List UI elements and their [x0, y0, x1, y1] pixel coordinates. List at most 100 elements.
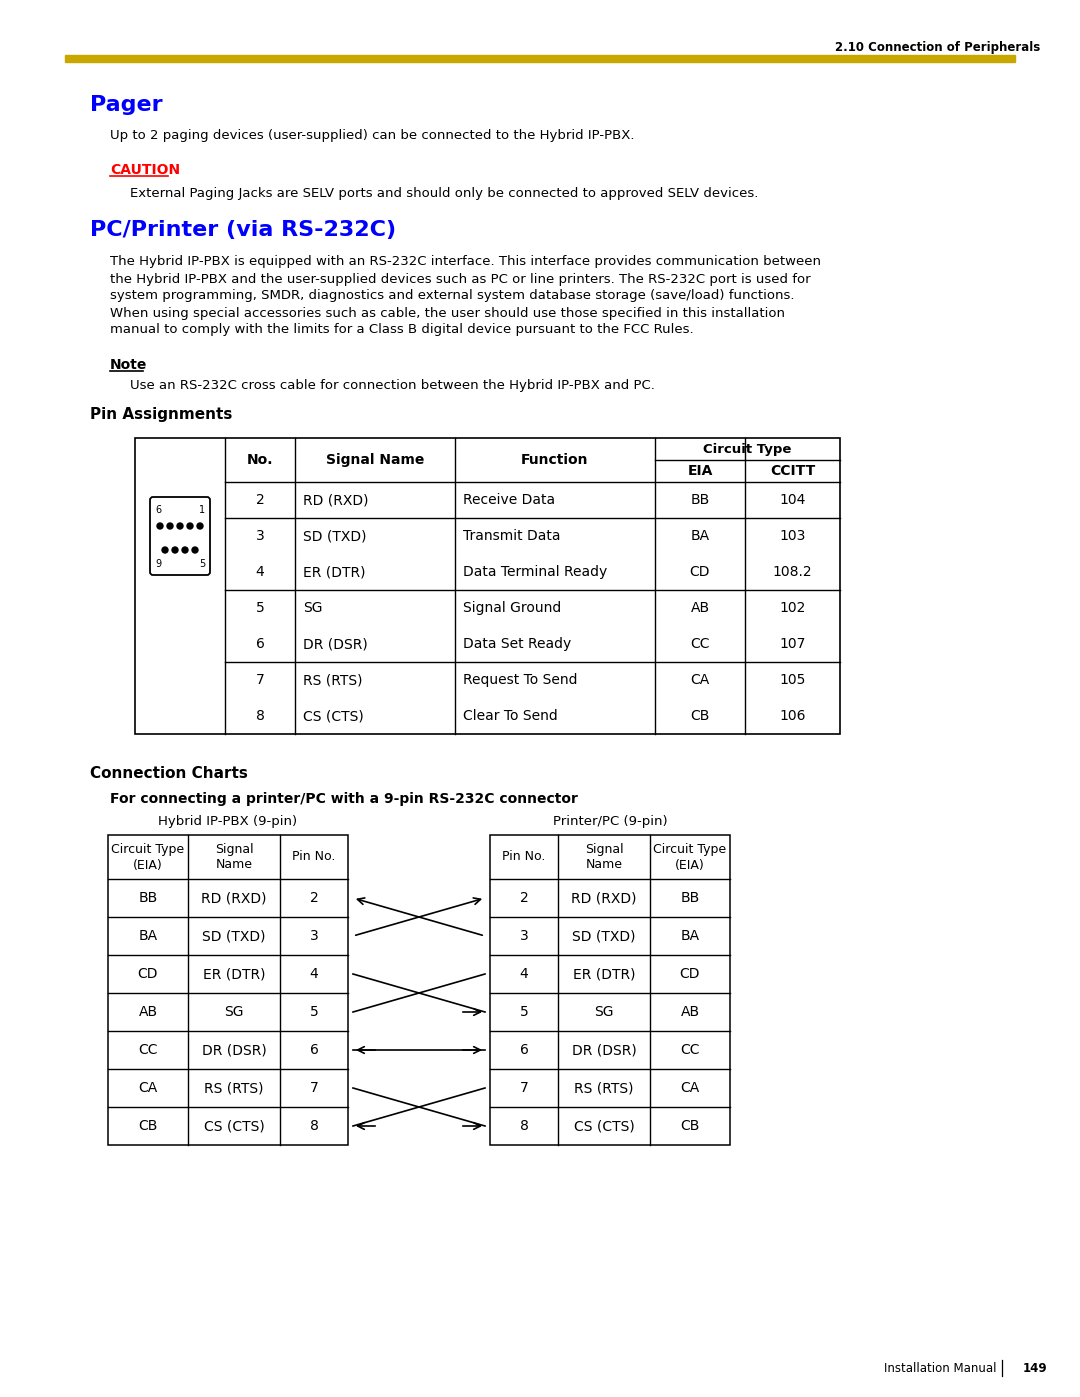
Text: BB: BB [690, 493, 710, 507]
Text: EIA: EIA [687, 464, 713, 478]
Text: the Hybrid IP-PBX and the user-supplied devices such as PC or line printers. The: the Hybrid IP-PBX and the user-supplied … [110, 272, 811, 285]
Text: SD (TXD): SD (TXD) [572, 929, 636, 943]
Text: CB: CB [138, 1119, 158, 1133]
Text: 6: 6 [256, 637, 265, 651]
Text: 8: 8 [256, 710, 265, 724]
Text: Data Terminal Ready: Data Terminal Ready [463, 564, 607, 578]
Text: RD (RXD): RD (RXD) [303, 493, 368, 507]
Text: BA: BA [138, 929, 158, 943]
Text: Installation Manual: Installation Manual [883, 1362, 996, 1375]
Text: 2.10 Connection of Peripherals: 2.10 Connection of Peripherals [835, 42, 1040, 54]
Text: CA: CA [690, 673, 710, 687]
Text: 3: 3 [310, 929, 319, 943]
Circle shape [162, 548, 168, 553]
Text: SD (TXD): SD (TXD) [303, 529, 366, 543]
Text: 3: 3 [256, 529, 265, 543]
Text: 2: 2 [310, 891, 319, 905]
Text: 3: 3 [519, 929, 528, 943]
Text: 4: 4 [310, 967, 319, 981]
Text: Pin No.: Pin No. [502, 851, 545, 863]
Text: CB: CB [690, 710, 710, 724]
Text: BB: BB [138, 891, 158, 905]
Text: ER (DTR): ER (DTR) [203, 967, 266, 981]
Text: 1: 1 [199, 504, 205, 515]
Text: Pin No.: Pin No. [293, 851, 336, 863]
Text: 102: 102 [780, 601, 806, 615]
Text: 4: 4 [256, 564, 265, 578]
Text: AB: AB [690, 601, 710, 615]
Text: 6: 6 [310, 1044, 319, 1058]
Text: 104: 104 [780, 493, 806, 507]
Text: Circuit Type
(EIA): Circuit Type (EIA) [111, 842, 185, 872]
Text: CCITT: CCITT [770, 464, 815, 478]
Text: 9: 9 [156, 559, 161, 569]
Bar [65, 54, 1015, 61]
Text: RS (RTS): RS (RTS) [303, 673, 363, 687]
Circle shape [157, 522, 163, 529]
Text: Request To Send: Request To Send [463, 673, 578, 687]
Text: The Hybrid IP-PBX is equipped with an RS-232C interface. This interface provides: The Hybrid IP-PBX is equipped with an RS… [110, 256, 821, 268]
Text: Circuit Type: Circuit Type [703, 443, 792, 455]
Text: 108.2: 108.2 [772, 564, 812, 578]
Text: 2: 2 [519, 891, 528, 905]
Text: CS (CTS): CS (CTS) [303, 710, 364, 724]
Text: CA: CA [680, 1081, 700, 1095]
Text: 5: 5 [519, 1004, 528, 1018]
Bar [135, 439, 840, 733]
Text: CD: CD [138, 967, 159, 981]
Text: 5: 5 [256, 601, 265, 615]
Text: PC/Printer (via RS-232C): PC/Printer (via RS-232C) [90, 219, 396, 240]
Text: RD (RXD): RD (RXD) [201, 891, 267, 905]
Text: 7: 7 [310, 1081, 319, 1095]
Text: Receive Data: Receive Data [463, 493, 555, 507]
Circle shape [172, 548, 178, 553]
Text: Data Set Ready: Data Set Ready [463, 637, 571, 651]
Text: AB: AB [138, 1004, 158, 1018]
Text: CD: CD [679, 967, 700, 981]
Text: BA: BA [680, 929, 700, 943]
Text: 7: 7 [519, 1081, 528, 1095]
Text: Signal Ground: Signal Ground [463, 601, 562, 615]
Text: 149: 149 [1023, 1362, 1048, 1375]
Text: ER (DTR): ER (DTR) [303, 564, 365, 578]
Text: 103: 103 [780, 529, 806, 543]
Text: 6: 6 [156, 504, 161, 515]
Text: CC: CC [680, 1044, 700, 1058]
Text: Circuit Type
(EIA): Circuit Type (EIA) [653, 842, 727, 872]
Text: DR (DSR): DR (DSR) [571, 1044, 636, 1058]
Text: CD: CD [690, 564, 711, 578]
Bar [490, 835, 730, 1146]
Text: Use an RS-232C cross cable for connection between the Hybrid IP-PBX and PC.: Use an RS-232C cross cable for connectio… [130, 379, 654, 391]
Text: SG: SG [303, 601, 323, 615]
Text: RD (RXD): RD (RXD) [571, 891, 637, 905]
Text: External Paging Jacks are SELV ports and should only be connected to approved SE: External Paging Jacks are SELV ports and… [130, 187, 758, 200]
Circle shape [187, 522, 193, 529]
Text: 4: 4 [519, 967, 528, 981]
Text: Connection Charts: Connection Charts [90, 767, 248, 781]
Text: For connecting a printer/PC with a 9-pin RS-232C connector: For connecting a printer/PC with a 9-pin… [110, 792, 578, 806]
Text: SD (TXD): SD (TXD) [202, 929, 266, 943]
Text: 105: 105 [780, 673, 806, 687]
Text: SG: SG [225, 1004, 244, 1018]
Text: CS (CTS): CS (CTS) [573, 1119, 634, 1133]
Text: RS (RTS): RS (RTS) [204, 1081, 264, 1095]
Text: Up to 2 paging devices (user-supplied) can be connected to the Hybrid IP-PBX.: Up to 2 paging devices (user-supplied) c… [110, 129, 635, 141]
Text: 8: 8 [519, 1119, 528, 1133]
Text: 107: 107 [780, 637, 806, 651]
Text: SG: SG [594, 1004, 613, 1018]
Text: 8: 8 [310, 1119, 319, 1133]
Text: 106: 106 [780, 710, 806, 724]
Circle shape [183, 548, 188, 553]
Text: BA: BA [690, 529, 710, 543]
Text: 5: 5 [199, 559, 205, 569]
Text: CA: CA [138, 1081, 158, 1095]
Text: manual to comply with the limits for a Class B digital device pursuant to the FC: manual to comply with the limits for a C… [110, 324, 693, 337]
Text: Hybrid IP-PBX (9-pin): Hybrid IP-PBX (9-pin) [159, 814, 298, 827]
Text: Note: Note [110, 358, 147, 372]
Text: BB: BB [680, 891, 700, 905]
Circle shape [197, 522, 203, 529]
Text: system programming, SMDR, diagnostics and external system database storage (save: system programming, SMDR, diagnostics an… [110, 289, 795, 303]
Text: CC: CC [690, 637, 710, 651]
Text: DR (DSR): DR (DSR) [202, 1044, 267, 1058]
Text: CAUTION: CAUTION [110, 163, 180, 177]
